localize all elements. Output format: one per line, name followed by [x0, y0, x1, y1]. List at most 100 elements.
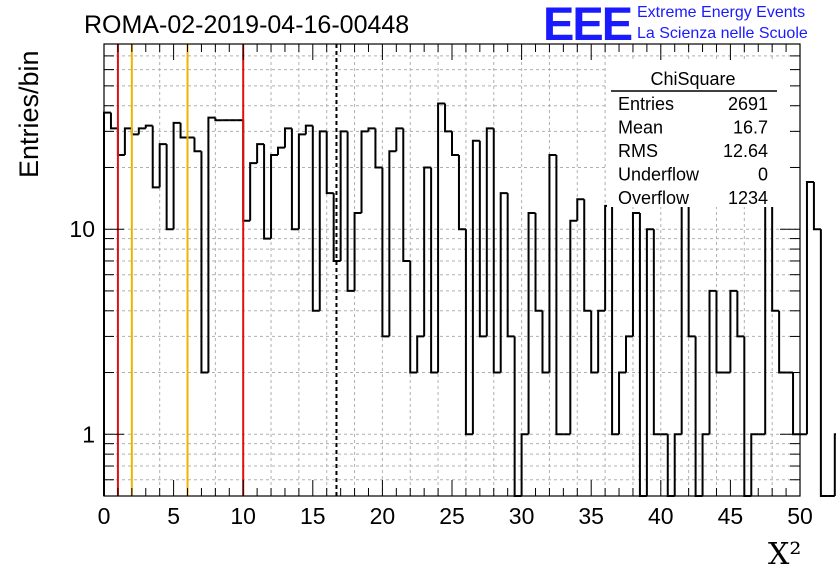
x-tick-label: 20 [370, 503, 396, 529]
histogram-bin [771, 181, 780, 312]
histogram-bin [430, 167, 439, 374]
histogram-bin [513, 336, 522, 497]
histogram-bin [805, 180, 814, 435]
histogram-bin [172, 121, 181, 230]
histogram-bin [144, 124, 153, 129]
stats-label: Underflow [618, 165, 700, 185]
histogram-bin [249, 162, 258, 221]
histogram-bin [812, 181, 821, 231]
histogram-bin [597, 309, 606, 373]
x-tick-label: 45 [718, 503, 744, 529]
x-tick-label: 15 [300, 503, 326, 529]
histogram-bin [311, 125, 320, 312]
histogram-bin [499, 192, 508, 373]
histogram-bin [590, 310, 599, 374]
stats-value: 2691 [728, 94, 768, 114]
histogram-bin [729, 289, 738, 373]
histogram-bin [652, 229, 661, 436]
histogram-bin [520, 433, 529, 496]
histogram-bin [193, 137, 202, 153]
x-tick-label: 50 [787, 503, 813, 529]
histogram-bin [325, 131, 334, 195]
histogram-bin [833, 433, 836, 496]
histogram-bin [527, 211, 536, 435]
histogram-bin [583, 199, 592, 312]
histogram-bin [451, 131, 459, 157]
histogram-bin [353, 211, 362, 291]
histogram-bin [360, 130, 369, 213]
histogram-bin [485, 127, 494, 337]
histogram-bin [339, 130, 348, 261]
histogram-bin [576, 198, 585, 221]
histogram-bin [388, 150, 397, 337]
histogram-bin [423, 166, 432, 337]
histogram-bin [701, 433, 710, 496]
histogram-bin [395, 127, 404, 152]
grid-layer [104, 44, 800, 496]
histogram-bin [277, 146, 285, 156]
histogram-bin [457, 155, 466, 231]
histogram-bin [304, 124, 313, 135]
histogram-bin [464, 229, 473, 436]
histogram-bin [631, 211, 640, 337]
histogram-bin [764, 180, 773, 435]
histogram-bin [416, 335, 425, 373]
stats-value: 0 [758, 165, 768, 185]
histogram-bin [750, 433, 759, 496]
histogram-bin [541, 310, 550, 374]
histogram-bin [715, 290, 724, 374]
histogram-bin [137, 127, 146, 135]
histogram-bin [318, 130, 327, 311]
y-tick-label: 10 [69, 216, 95, 242]
histogram-bin [673, 433, 682, 496]
histogram-bin [151, 125, 160, 189]
x-tick-label: 0 [98, 503, 111, 529]
x-tick-label: 40 [648, 503, 674, 529]
histogram-bin [123, 127, 132, 156]
histogram-bin [165, 144, 174, 231]
histogram-bin [569, 219, 578, 435]
eee-logo-letters: EEE [543, 0, 632, 50]
histogram-bin [263, 144, 272, 240]
histogram-bin [402, 128, 411, 262]
histogram-bin [555, 155, 564, 436]
histogram-bin [548, 154, 557, 373]
eee-logo: EEE Extreme Energy Events La Scienza nel… [543, 0, 808, 50]
stats-label: RMS [618, 141, 658, 161]
histogram-bin [116, 128, 125, 157]
histogram-bin [611, 205, 620, 436]
x-tick-label: 25 [439, 503, 465, 529]
stats-value: 12.64 [723, 141, 768, 161]
stats-box-background [607, 61, 790, 207]
histogram-bin [736, 290, 745, 338]
histogram-bin [618, 371, 626, 435]
histogram-bin [778, 310, 787, 374]
histogram-bin [444, 103, 452, 133]
stats-label: Entries [618, 94, 674, 114]
histogram-bin [242, 120, 251, 222]
histogram-bin [743, 336, 752, 497]
x-axis-label: X² [768, 537, 801, 572]
stats-title: ChiSquare [650, 69, 735, 89]
histogram-bin [332, 193, 341, 262]
histogram-bin [256, 143, 265, 164]
histogram-bin [409, 260, 418, 374]
histogram-bin [437, 102, 446, 373]
histogram-bin [367, 127, 376, 132]
stats-label: Mean [618, 118, 663, 138]
reference-lines-layer [116, 44, 338, 496]
histogram-bin [604, 204, 613, 311]
y-tick-label: 1 [82, 421, 95, 447]
x-tick-label: 10 [230, 503, 256, 529]
y-axis-label: Entries/bin [14, 50, 44, 178]
histogram-bin [346, 131, 355, 292]
histogram-bin [534, 212, 543, 312]
histogram-bin [638, 212, 647, 497]
x-tick-label: 30 [509, 503, 535, 529]
histogram-bin [270, 154, 278, 239]
histogram-bin [200, 151, 209, 374]
chart-title: ROMA-02-2019-04-16-00448 [84, 11, 409, 39]
histogram-bin [471, 139, 480, 435]
